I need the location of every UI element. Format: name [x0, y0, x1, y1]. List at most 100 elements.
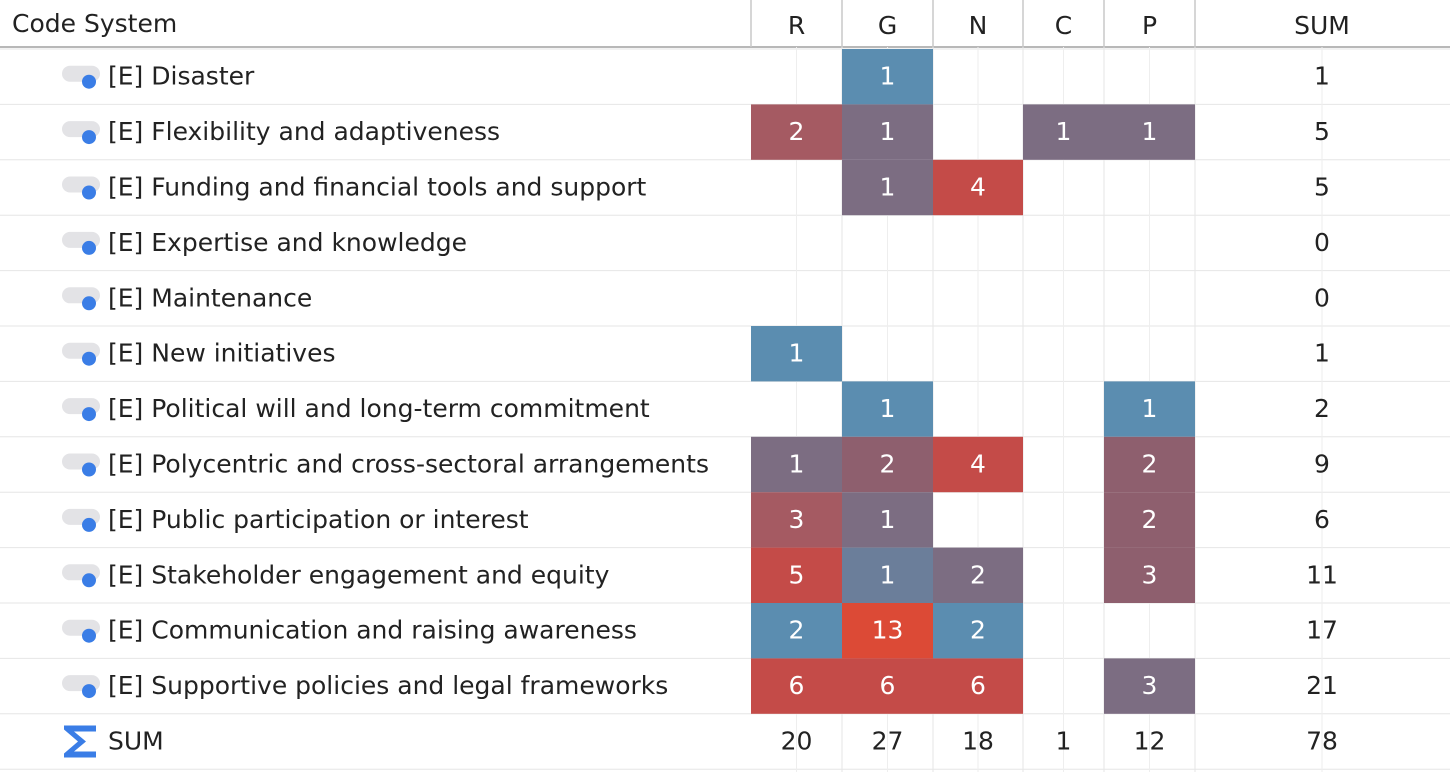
cell-value: 6 — [880, 671, 896, 700]
cell — [842, 603, 933, 659]
row-sum: 21 — [1306, 671, 1338, 700]
cell-value: 1 — [880, 173, 896, 202]
row-label: [E] Supportive policies and legal framew… — [108, 671, 668, 700]
cell — [933, 603, 1023, 659]
row-label: [E] Polycentric and cross-sectoral arran… — [108, 450, 709, 479]
cell-value: 1 — [880, 62, 896, 91]
cell-value: 1 — [789, 450, 805, 479]
cell-value: 1 — [880, 117, 896, 146]
cell-value: 1 — [1056, 117, 1072, 146]
column-header: R — [788, 11, 805, 40]
row-sum: 0 — [1314, 228, 1330, 257]
row-sum: 5 — [1314, 117, 1330, 146]
row-sum: 17 — [1306, 616, 1338, 645]
cell-value: 2 — [789, 616, 805, 645]
row-sum: 5 — [1314, 173, 1330, 202]
cell-value: 6 — [789, 671, 805, 700]
cell — [842, 381, 933, 437]
cell — [751, 492, 842, 548]
row-label: [E] Flexibility and adaptiveness — [108, 117, 500, 146]
total-value: 1 — [1056, 727, 1072, 756]
cell — [933, 159, 1023, 216]
cell-value: 2 — [880, 450, 896, 479]
row-sum: 1 — [1314, 339, 1330, 368]
cell — [842, 104, 933, 160]
sum-icon — [64, 725, 96, 758]
cell — [842, 159, 933, 216]
column-header: C — [1055, 11, 1072, 40]
cell-value: 4 — [970, 173, 986, 202]
column-header: SUM — [1294, 11, 1350, 40]
column-header: G — [878, 11, 897, 40]
code-icon-dot — [82, 407, 96, 422]
cell-value: 13 — [872, 616, 904, 645]
code-icon-dot — [82, 517, 96, 532]
row-label: [E] Maintenance — [108, 283, 312, 312]
code-icon-dot — [82, 684, 96, 699]
total-label: SUM — [108, 727, 164, 756]
cell-value: 1 — [880, 560, 896, 589]
cell-value: 2 — [1142, 450, 1158, 479]
cell — [933, 547, 1023, 603]
code-icon-dot — [82, 462, 96, 477]
code-icon-dot — [82, 351, 96, 366]
cell — [1104, 104, 1195, 160]
code-icon-dot — [82, 573, 96, 588]
code-icon-dot — [82, 185, 96, 200]
cell-value: 2 — [970, 616, 986, 645]
total-value: 27 — [872, 727, 904, 756]
cell-value: 4 — [970, 450, 986, 479]
header-title: Code System — [12, 9, 177, 38]
total-value: 20 — [781, 727, 813, 756]
row-sum: 9 — [1314, 450, 1330, 479]
row-label: [E] Expertise and knowledge — [108, 228, 467, 257]
code-icon-dot — [82, 296, 96, 311]
cell-value: 2 — [970, 560, 986, 589]
cell — [842, 49, 933, 105]
row-sum: 1 — [1314, 62, 1330, 91]
cell-value: 1 — [880, 394, 896, 423]
cell — [751, 326, 842, 382]
row-sum: 11 — [1306, 560, 1338, 589]
cell — [933, 658, 1023, 714]
cell — [933, 436, 1023, 493]
cell-value: 5 — [789, 560, 805, 589]
code-icon-dot — [82, 130, 96, 145]
row-label: [E] Disaster — [108, 62, 255, 91]
total-value: 18 — [962, 727, 994, 756]
cell-value: 2 — [1142, 505, 1158, 534]
cell — [751, 104, 842, 160]
cell — [1104, 492, 1195, 548]
cell-value: 1 — [880, 505, 896, 534]
cell-value: 3 — [1142, 560, 1158, 589]
cell-value: 1 — [789, 339, 805, 368]
cell-value: 1 — [1142, 394, 1158, 423]
cell-value: 6 — [970, 671, 986, 700]
cell — [751, 603, 842, 659]
code-icon-dot — [82, 74, 96, 89]
cell-value: 1 — [1142, 117, 1158, 146]
row-label: [E] Communication and raising awareness — [108, 616, 637, 645]
cell — [751, 436, 842, 493]
cell — [842, 492, 933, 548]
row-label: [E] Funding and financial tools and supp… — [108, 173, 647, 202]
row-sum: 0 — [1314, 283, 1330, 312]
column-header: N — [969, 11, 988, 40]
cell — [1104, 658, 1195, 714]
cell-value: 2 — [789, 117, 805, 146]
row-label: [E] Political will and long-term commitm… — [108, 394, 650, 423]
cell — [842, 658, 933, 714]
cell — [842, 547, 933, 603]
cell — [842, 436, 933, 493]
cell — [1023, 104, 1104, 160]
column-header: P — [1142, 11, 1157, 40]
row-label: [E] Public participation or interest — [108, 505, 529, 534]
code-icon-dot — [82, 240, 96, 255]
total-sum: 78 — [1306, 727, 1338, 756]
row-label: [E] New initiatives — [108, 339, 335, 368]
row-sum: 2 — [1314, 394, 1330, 423]
cell — [1104, 436, 1195, 493]
total-value: 12 — [1134, 727, 1166, 756]
